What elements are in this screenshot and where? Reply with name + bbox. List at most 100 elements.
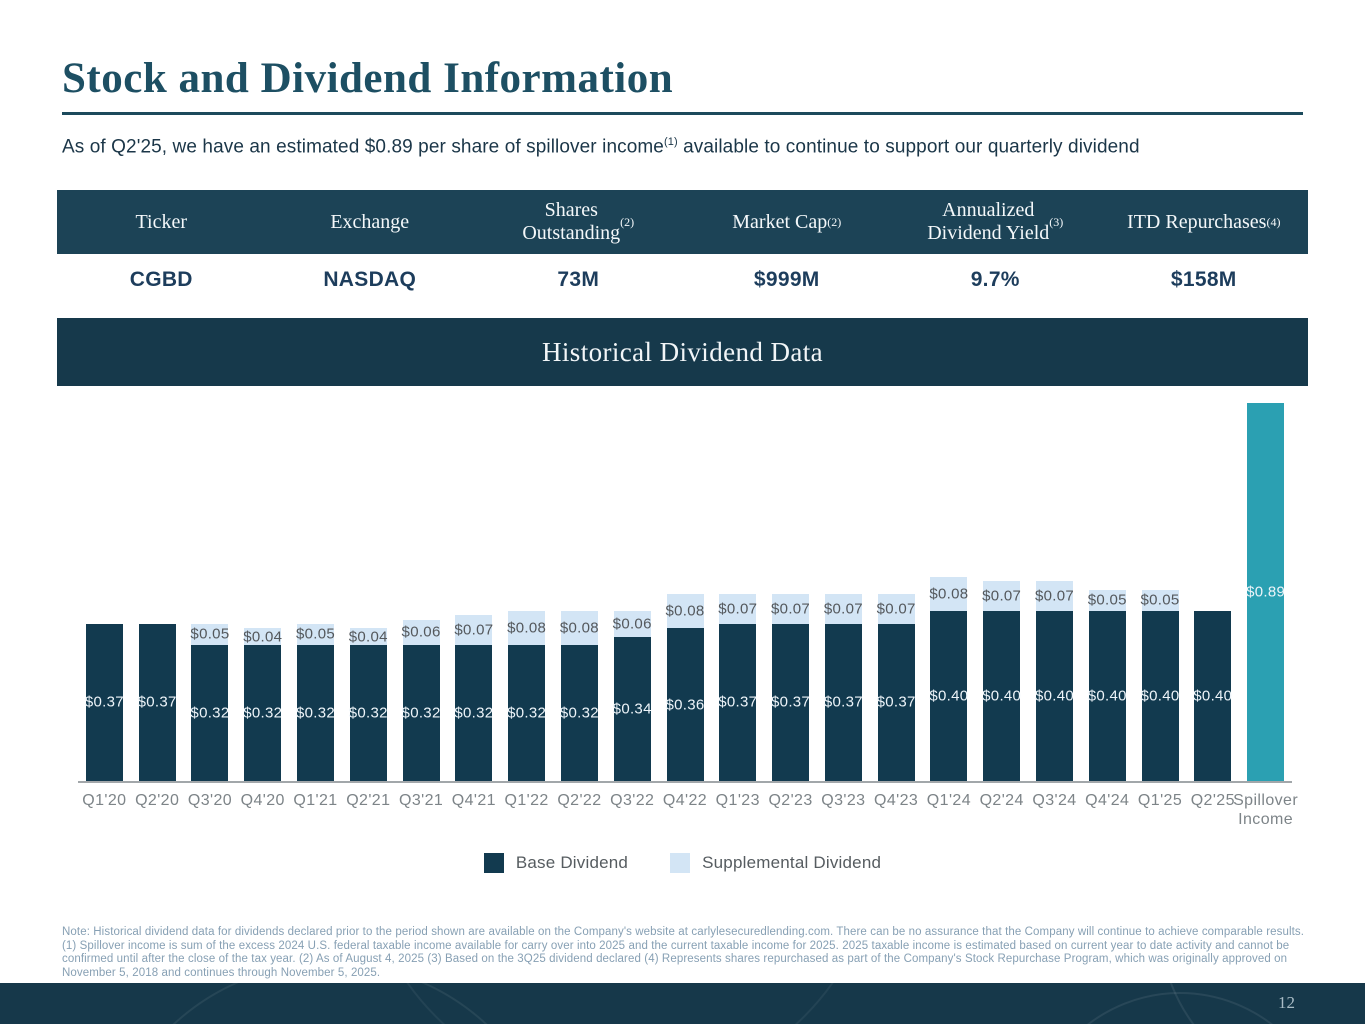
- bar-value-label: $0.04: [243, 628, 283, 645]
- bar-value-label: $0.07: [718, 600, 758, 618]
- bar-value-label: $0.06: [612, 615, 652, 633]
- stats-header-cell: Annualized Dividend Yield (3): [927, 199, 1064, 244]
- bar-value-label: $0.07: [876, 600, 916, 618]
- bar-base: [613, 636, 651, 781]
- x-axis-label: Q3'20: [187, 792, 233, 809]
- bar-supplemental: [191, 623, 229, 645]
- stock-stats-table: Ticker Exchange Shares Outstanding (2) Market…: [57, 190, 1308, 306]
- x-axis-label: Q2'25: [1190, 792, 1235, 809]
- x-axis-label: Q1'22: [504, 792, 549, 809]
- chart-legend: Base Dividend Supplemental Dividend: [0, 853, 1365, 873]
- bar-value-label: $0.08: [507, 619, 547, 637]
- stats-header-cell: ITD Repurchases (4): [1127, 210, 1281, 233]
- bar-base: [719, 623, 757, 781]
- footer-decoration: [172, 983, 1273, 1024]
- subtitle-footnote-marker: (1): [663, 136, 678, 148]
- bar-value-label: $0.08: [665, 602, 705, 620]
- legend-item: Supplemental Dividend: [670, 853, 881, 873]
- stats-value-cell: $999M: [753, 268, 820, 291]
- bar-supplemental: [1088, 589, 1126, 611]
- stats-value-cell: NASDAQ: [323, 268, 417, 291]
- bar-value-label: $0.37: [718, 693, 758, 711]
- bar-supplemental: [824, 594, 862, 624]
- bar-base: [877, 623, 915, 781]
- stats-value-cell: CGBD: [129, 268, 193, 291]
- bar-supplemental: [719, 594, 757, 624]
- bar-value-label: $0.05: [190, 625, 230, 643]
- legend-item: Base Dividend: [483, 853, 629, 873]
- bar-value-label: $0.32: [507, 704, 547, 722]
- footnote-text: Note: Historical dividend data for divid…: [62, 926, 1305, 979]
- stats-header-cell: Exchange: [330, 210, 410, 233]
- bar-value-label: $0.32: [401, 704, 441, 722]
- x-axis-label: Q2'22: [557, 792, 602, 809]
- bar-value-label: $0.40: [929, 687, 969, 705]
- page-number: 12: [1278, 993, 1295, 1012]
- bar-base: [930, 611, 968, 781]
- x-axis-label: Q2'23: [768, 792, 813, 809]
- x-axis-label: Q2'20: [135, 792, 180, 809]
- bar-value-label: $0.06: [401, 623, 441, 641]
- bar-base: [772, 623, 810, 781]
- bar-value-label: $0.40: [1087, 687, 1127, 705]
- bar-value-label: $0.37: [771, 693, 811, 711]
- stats-header-cell: Ticker: [135, 210, 187, 233]
- bar-value-label: $0.32: [190, 704, 230, 722]
- bar-value-label: $0.05: [1140, 591, 1180, 609]
- x-axis-label: Q1'21: [293, 792, 338, 809]
- bar-value-label: $0.89: [1246, 583, 1286, 601]
- bar-base: [191, 645, 229, 781]
- legend-label: Base Dividend: [515, 853, 629, 872]
- bar-value-label: $0.32: [348, 704, 388, 722]
- bar-spillover: [1247, 402, 1285, 781]
- bar-value-label: $0.32: [454, 704, 494, 722]
- bar-base: [508, 645, 546, 781]
- bar-supplemental: [666, 594, 704, 628]
- section-banner: Historical Dividend Data: [57, 318, 1308, 386]
- subtitle: As of Q2'25, we have an estimated $0.89 …: [62, 136, 1322, 158]
- bar-supplemental: [297, 623, 335, 645]
- bar-supplemental: [349, 628, 387, 645]
- bar-base: [244, 645, 282, 781]
- x-axis-labels: Q1'20 Q2'20 Q3'20 Q4'20 Q1'21 Q2'21 Q3'21 Q4'21…: [78, 791, 1297, 833]
- bar-base: [1141, 611, 1179, 781]
- bar-supplemental: [508, 611, 546, 645]
- x-axis-label: Q3'22: [610, 792, 655, 809]
- subtitle-text: As of Q2'25, we have an estimated $0.89 …: [62, 136, 664, 158]
- bar-value-label: $0.37: [876, 693, 916, 711]
- bar-value-label: $0.07: [454, 621, 494, 639]
- bar-value-label: $0.32: [559, 704, 599, 722]
- bar-supplemental: [1035, 581, 1073, 611]
- x-axis-label: Q1'25: [1137, 792, 1183, 809]
- x-axis-label: Q4'21: [451, 792, 496, 809]
- legend-swatch: [483, 853, 504, 873]
- bar-base: [85, 623, 123, 781]
- bar-value-label: $0.32: [295, 704, 336, 722]
- bar-value-label: $0.36: [665, 696, 705, 713]
- x-axis-label: Spillover Income: [1233, 792, 1299, 828]
- x-axis-label: Q4'22: [662, 792, 708, 809]
- bar-value-label: $0.40: [982, 687, 1022, 705]
- x-axis-label: Q2'24: [979, 792, 1024, 809]
- title-underline: [62, 112, 1303, 115]
- bar-base: [1088, 611, 1126, 781]
- bar-base: [297, 645, 335, 781]
- bar-value-label: $0.04: [348, 628, 388, 645]
- subtitle-text-after: available to continue to support our qua…: [677, 136, 1140, 158]
- stats-value-cell: 73M: [557, 268, 600, 291]
- stats-value-cell: $158M: [1170, 268, 1237, 291]
- bar-supplemental: [772, 594, 810, 624]
- x-axis-label: Q1'20: [82, 792, 127, 809]
- bar-base: [824, 623, 862, 781]
- stats-header-cell: Market Cap (2): [732, 210, 842, 233]
- stats-table-value-row: CGBD NASDAQ 73M $999M 9.7% $158M: [57, 254, 1308, 306]
- bar-value-label: $0.40: [1140, 687, 1180, 705]
- bar-value-label: $0.34: [612, 700, 652, 718]
- bar-base: [1035, 611, 1073, 781]
- bar-base: [1194, 611, 1232, 781]
- x-axis-label: Q2'21: [346, 792, 391, 809]
- stats-header-cell: Shares Outstanding (2): [522, 199, 635, 244]
- bar-supplemental: [402, 619, 440, 645]
- bar-supplemental: [560, 611, 598, 645]
